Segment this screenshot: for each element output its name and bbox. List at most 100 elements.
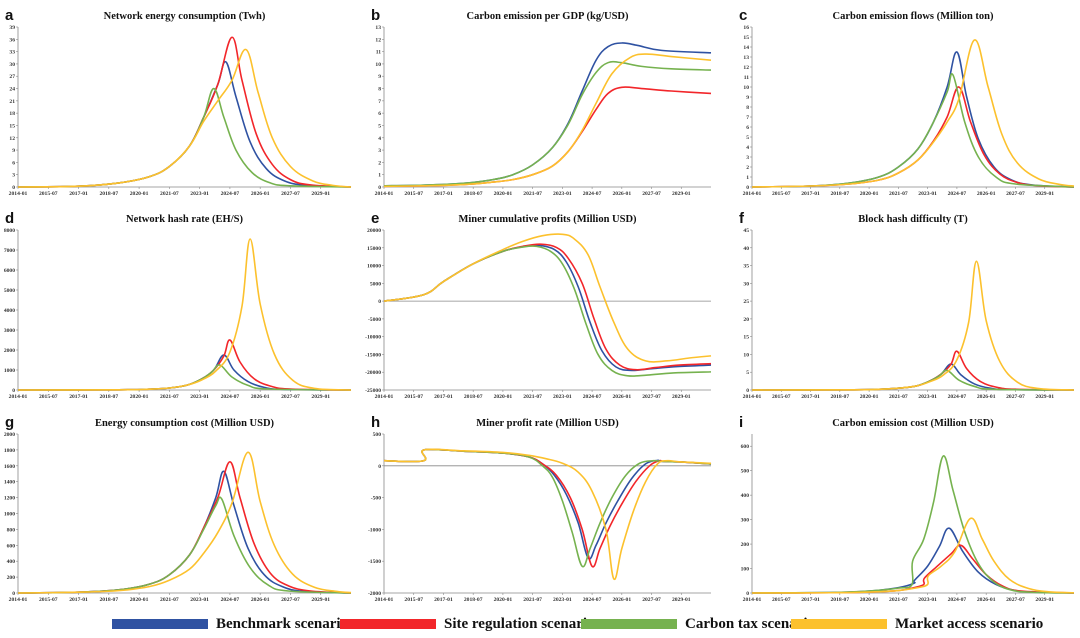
- x-tick-label-g: 2029-01: [311, 597, 330, 603]
- y-tick-label-a: 36: [9, 37, 15, 43]
- x-tick-label-a: 2018-07: [99, 191, 118, 197]
- series-line-e-site: [383, 243, 712, 371]
- x-tick-label-e: 2018-07: [464, 394, 483, 400]
- x-tick-label-f: 2015-07: [772, 394, 791, 400]
- x-tick-label-c: 2018-07: [830, 191, 849, 197]
- y-tick-label-i: 600: [741, 444, 750, 450]
- y-tick-label-g: 800: [7, 527, 16, 533]
- series-line-e-benchmark: [383, 244, 712, 372]
- y-tick-label-c: 8: [746, 105, 749, 111]
- x-tick-label-d: 2024-07: [221, 394, 240, 400]
- series-line-h-site: [383, 448, 712, 568]
- x-tick-label-d: 2023-01: [190, 394, 209, 400]
- series-line-i-market: [751, 517, 1075, 594]
- chart-title-d: Network hash rate (EH/S): [126, 214, 243, 225]
- y-tick-label-a: 27: [9, 74, 15, 80]
- x-tick-label-c: 2027-07: [1006, 191, 1025, 197]
- series-line-a-site: [17, 36, 352, 188]
- x-tick-label-b: 2018-07: [464, 191, 483, 197]
- x-tick-label-b: 2014-01: [375, 191, 394, 197]
- y-tick-label-d: 6000: [4, 268, 15, 274]
- legend-item-benchmark: Benchmark scenario: [112, 611, 348, 637]
- y-tick-label-f: 0: [746, 388, 749, 394]
- x-tick-label-h: 2021-07: [523, 597, 542, 603]
- series-line-e-carbon: [383, 245, 712, 377]
- x-tick-label-h: 2014-01: [375, 597, 394, 603]
- y-tick-label-i: 0: [746, 591, 749, 597]
- chart-title-b: Carbon emission per GDP (kg/USD): [467, 11, 629, 22]
- x-tick-label-h: 2023-01: [553, 597, 572, 603]
- x-tick-label-h: 2024-07: [583, 597, 602, 603]
- x-tick-label-f: 2021-07: [889, 394, 908, 400]
- y-tick-label-c: 3: [746, 155, 749, 161]
- y-tick-label-a: 30: [9, 62, 15, 68]
- y-tick-label-f: 40: [743, 246, 749, 252]
- x-tick-label-a: 2015-07: [39, 191, 58, 197]
- x-tick-label-g: 2023-01: [190, 597, 209, 603]
- y-tick-label-b: 9: [378, 74, 381, 80]
- x-tick-label-h: 2029-01: [672, 597, 691, 603]
- y-tick-label-c: 0: [746, 185, 749, 191]
- legend-label-site: Site regulation scenario: [444, 615, 595, 632]
- x-tick-label-c: 2029-01: [1035, 191, 1054, 197]
- chart-panel-f: f Block hash difficulty (T) 0 5 10 15 20 25 30 35…: [739, 210, 1075, 400]
- y-tick-label-c: 6: [746, 125, 749, 131]
- chart-title-a: Network energy consumption (Twh): [104, 11, 266, 22]
- x-tick-label-a: 2024-07: [221, 191, 240, 197]
- y-tick-label-g: 200: [7, 575, 16, 581]
- x-tick-label-f: 2024-07: [948, 394, 967, 400]
- x-tick-label-b: 2026-01: [612, 191, 631, 197]
- x-tick-label-c: 2015-07: [772, 191, 791, 197]
- x-tick-label-b: 2015-07: [404, 191, 423, 197]
- x-tick-label-e: 2024-07: [583, 394, 602, 400]
- y-tick-label-a: 3: [12, 173, 15, 179]
- series-line-i-site: [751, 544, 1075, 594]
- x-tick-label-c: 2023-01: [918, 191, 937, 197]
- legend-swatch-site: [340, 619, 436, 629]
- y-tick-label-c: 7: [746, 115, 749, 121]
- panel-letter-b: b: [371, 7, 380, 24]
- legend-item-market: Market access scenario: [791, 611, 1043, 637]
- x-tick-label-h: 2020-01: [494, 597, 513, 603]
- y-tick-label-g: 0: [12, 591, 15, 597]
- x-tick-label-i: 2014-01: [743, 597, 762, 603]
- y-tick-label-b: 4: [378, 136, 381, 142]
- series-line-c-benchmark: [751, 51, 1075, 188]
- y-tick-label-h: 500: [373, 432, 382, 438]
- x-tick-label-g: 2027-07: [281, 597, 300, 603]
- y-tick-label-a: 21: [9, 99, 15, 105]
- x-tick-label-f: 2017-01: [801, 394, 820, 400]
- series-line-b-site: [383, 86, 712, 188]
- legend-label-market: Market access scenario: [895, 615, 1044, 632]
- x-tick-label-i: 2024-07: [948, 597, 967, 603]
- y-tick-label-i: 500: [741, 469, 750, 475]
- y-tick-label-f: 15: [743, 335, 749, 341]
- y-tick-label-d: 3000: [4, 328, 15, 334]
- x-tick-label-i: 2015-07: [772, 597, 791, 603]
- legend-label-carbon: Carbon tax scenario: [685, 615, 815, 632]
- y-tick-label-a: 9: [12, 148, 15, 154]
- series-line-b-carbon: [383, 60, 712, 187]
- y-tick-label-a: 12: [9, 136, 15, 142]
- x-tick-label-a: 2020-01: [130, 191, 149, 197]
- y-tick-label-f: 30: [743, 281, 749, 287]
- x-tick-label-g: 2015-07: [39, 597, 58, 603]
- x-tick-label-d: 2026-01: [251, 394, 270, 400]
- series-line-f-market: [751, 260, 1075, 391]
- y-tick-label-c: 5: [746, 135, 749, 141]
- y-tick-label-h: 0: [378, 464, 381, 470]
- x-tick-label-d: 2017-01: [69, 394, 88, 400]
- x-tick-label-e: 2023-01: [553, 394, 572, 400]
- x-tick-label-e: 2014-01: [375, 394, 394, 400]
- x-tick-label-g: 2014-01: [9, 597, 28, 603]
- y-tick-label-b: 6: [378, 111, 381, 117]
- y-tick-label-g: 1400: [4, 480, 15, 486]
- y-tick-label-d: 0: [12, 388, 15, 394]
- y-tick-label-e: -5000: [368, 317, 381, 323]
- x-tick-label-i: 2017-01: [801, 597, 820, 603]
- y-tick-label-c: 11: [744, 75, 749, 81]
- y-tick-label-f: 20: [743, 317, 749, 323]
- y-tick-label-e: 15000: [367, 246, 381, 252]
- y-tick-label-d: 8000: [4, 228, 15, 234]
